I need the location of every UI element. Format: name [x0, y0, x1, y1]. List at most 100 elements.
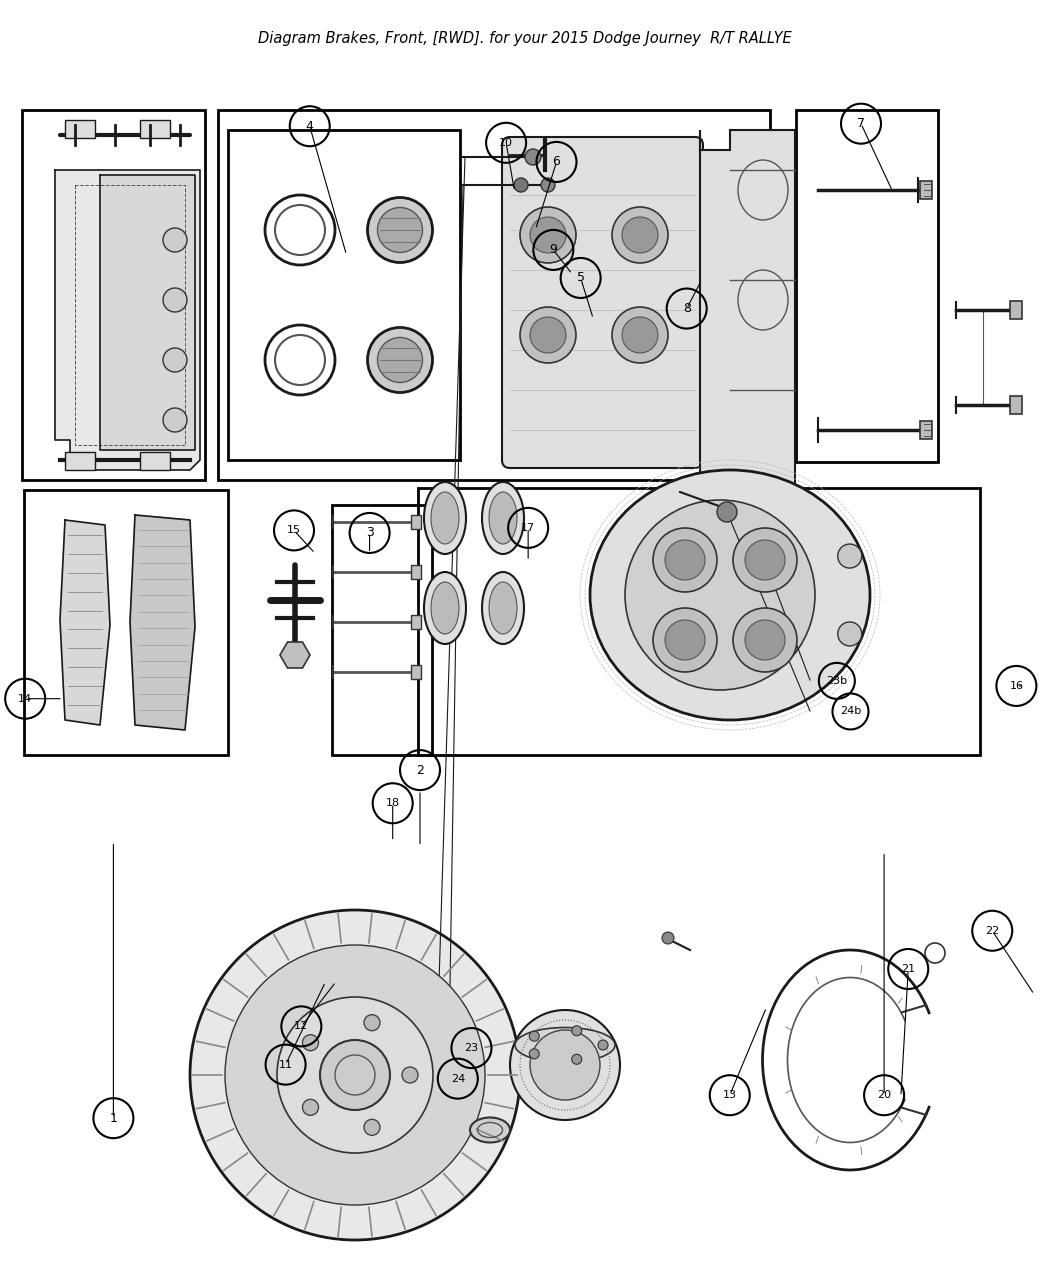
Text: 24: 24: [450, 1074, 465, 1084]
Circle shape: [541, 179, 555, 193]
Circle shape: [530, 1030, 600, 1100]
Circle shape: [746, 620, 785, 660]
Text: 14: 14: [18, 694, 33, 704]
Circle shape: [402, 1067, 418, 1082]
Text: 24b: 24b: [840, 706, 861, 717]
Text: 6: 6: [552, 156, 561, 168]
Ellipse shape: [424, 482, 466, 555]
Polygon shape: [130, 515, 195, 731]
Circle shape: [530, 317, 566, 353]
Circle shape: [717, 502, 737, 521]
Ellipse shape: [368, 198, 433, 263]
Circle shape: [520, 307, 576, 363]
Circle shape: [225, 945, 485, 1205]
Circle shape: [838, 544, 862, 569]
Text: 23b: 23b: [826, 676, 847, 686]
Ellipse shape: [378, 338, 422, 382]
FancyBboxPatch shape: [411, 666, 421, 680]
Ellipse shape: [430, 581, 459, 634]
Circle shape: [302, 1099, 318, 1116]
Text: 15: 15: [287, 525, 301, 536]
Circle shape: [163, 288, 187, 312]
Ellipse shape: [489, 581, 517, 634]
Circle shape: [733, 528, 797, 592]
Text: Diagram Brakes, Front, [RWD]. for your 2015 Dodge Journey  R/T RALLYE: Diagram Brakes, Front, [RWD]. for your 2…: [258, 31, 792, 46]
Bar: [22, 110, 205, 479]
Ellipse shape: [489, 492, 517, 544]
Circle shape: [572, 1025, 582, 1035]
Polygon shape: [700, 130, 795, 500]
Text: 18: 18: [385, 798, 400, 808]
FancyBboxPatch shape: [1010, 301, 1022, 319]
Text: 16: 16: [1009, 681, 1024, 691]
Circle shape: [653, 528, 717, 592]
Text: 12: 12: [294, 1021, 309, 1031]
Circle shape: [612, 307, 668, 363]
Text: 3: 3: [365, 527, 374, 539]
Ellipse shape: [482, 572, 524, 644]
Circle shape: [838, 622, 862, 646]
Bar: [796, 110, 938, 462]
Circle shape: [746, 541, 785, 580]
Ellipse shape: [590, 470, 870, 720]
Circle shape: [163, 228, 187, 252]
Text: 22: 22: [985, 926, 1000, 936]
Circle shape: [514, 179, 528, 193]
FancyBboxPatch shape: [920, 421, 932, 439]
FancyBboxPatch shape: [411, 515, 421, 529]
Text: 11: 11: [278, 1060, 293, 1070]
Circle shape: [665, 541, 705, 580]
Bar: [332, 505, 432, 755]
Text: 4: 4: [306, 120, 314, 133]
Circle shape: [525, 149, 541, 164]
FancyBboxPatch shape: [1010, 397, 1022, 414]
Bar: [418, 488, 980, 755]
Circle shape: [572, 1054, 582, 1065]
Circle shape: [622, 217, 658, 252]
Text: 13: 13: [722, 1090, 737, 1100]
Ellipse shape: [625, 500, 815, 690]
Circle shape: [190, 910, 520, 1241]
Text: 1: 1: [109, 1112, 118, 1125]
Circle shape: [662, 932, 674, 944]
Circle shape: [364, 1015, 380, 1030]
Circle shape: [364, 1119, 380, 1135]
Circle shape: [622, 317, 658, 353]
Circle shape: [163, 408, 187, 432]
Bar: [140, 453, 170, 470]
Ellipse shape: [470, 1117, 510, 1142]
Circle shape: [277, 997, 433, 1153]
Circle shape: [302, 1035, 318, 1051]
Text: 8: 8: [682, 302, 691, 315]
Circle shape: [665, 620, 705, 660]
Bar: [228, 130, 460, 460]
Bar: [218, 110, 770, 479]
Ellipse shape: [378, 208, 422, 252]
Circle shape: [733, 608, 797, 672]
Polygon shape: [60, 520, 110, 725]
Ellipse shape: [430, 492, 459, 544]
Circle shape: [653, 608, 717, 672]
Text: 7: 7: [857, 117, 865, 130]
FancyBboxPatch shape: [920, 181, 932, 199]
FancyBboxPatch shape: [411, 615, 421, 629]
Circle shape: [598, 1040, 608, 1051]
Circle shape: [320, 1040, 390, 1111]
Ellipse shape: [514, 1028, 615, 1062]
Text: 5: 5: [576, 272, 585, 284]
Text: 21: 21: [901, 964, 916, 974]
Circle shape: [529, 1031, 540, 1042]
Text: 10: 10: [499, 138, 513, 148]
Text: 23: 23: [464, 1043, 479, 1053]
Bar: [65, 453, 94, 470]
Text: 2: 2: [416, 764, 424, 776]
Ellipse shape: [368, 328, 433, 393]
Circle shape: [163, 348, 187, 372]
Bar: [24, 490, 228, 755]
FancyBboxPatch shape: [502, 136, 704, 468]
Circle shape: [529, 1049, 540, 1058]
Polygon shape: [100, 175, 195, 450]
Text: 17: 17: [521, 523, 536, 533]
Circle shape: [510, 1010, 620, 1119]
Bar: [65, 120, 94, 138]
